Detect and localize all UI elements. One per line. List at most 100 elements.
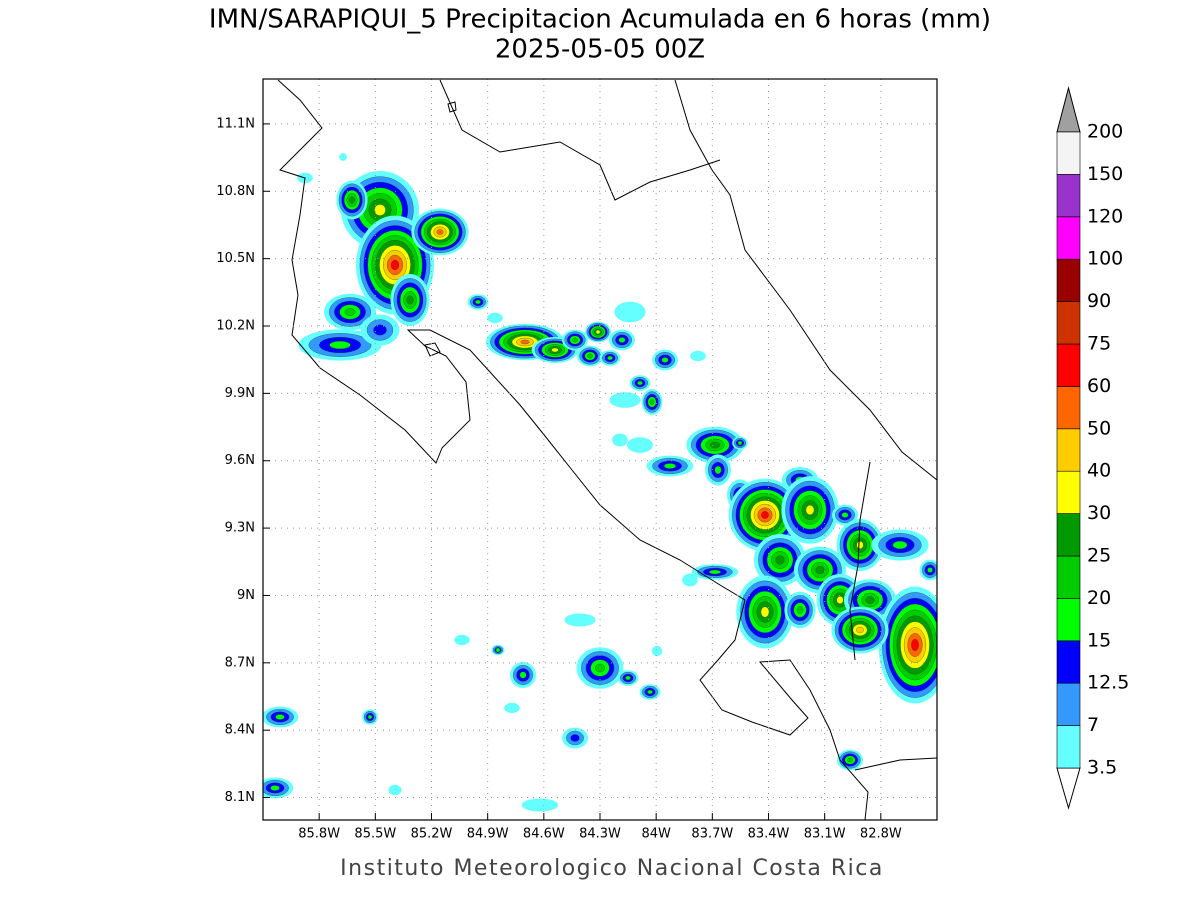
colorbar-label: 3.5 (1087, 757, 1117, 779)
precip-contour (856, 626, 864, 634)
colorbar-band (1056, 301, 1081, 345)
colorbar-band (1056, 386, 1081, 430)
precip-contour (690, 350, 706, 362)
coastline (277, 79, 869, 820)
precip-contour (349, 196, 355, 204)
precip-contour (475, 299, 481, 305)
y-tick-label: 8.1N (225, 790, 255, 805)
precip-contour (625, 675, 631, 681)
precip-contour (618, 337, 626, 343)
y-tick-label: 8.7N (225, 655, 255, 670)
colorbar-band (1056, 682, 1081, 726)
precip-contour (367, 714, 373, 720)
x-tick-label: 82.8W (860, 827, 902, 842)
border (439, 79, 721, 201)
border (849, 461, 871, 661)
precip-contour (927, 567, 933, 573)
colorbar-band (1056, 598, 1081, 642)
x-tick-label: 83.7W (691, 827, 733, 842)
precip-contour (647, 689, 653, 695)
precip-contour (841, 512, 849, 518)
precip-contour (612, 433, 628, 447)
y-tick-label: 10.5N (216, 251, 255, 266)
precip-contour (661, 357, 669, 363)
precip-contour (664, 463, 677, 469)
precip-contour (911, 639, 919, 652)
precip-contour (737, 440, 743, 446)
axes: 85.8W 85.5W 85.2W 84.9W 84.6W 84.3W 84W 83.7W 83… (216, 79, 937, 842)
colorbar-label: 12.5 (1087, 672, 1129, 694)
precip-contour (847, 757, 853, 763)
subtitle: 2025-05-05 00Z (495, 35, 705, 65)
colorbar-label: 75 (1087, 333, 1111, 355)
precip-contour (390, 259, 400, 271)
precip-contour (344, 308, 356, 316)
precip-contour (329, 340, 351, 350)
y-tick-label: 10.8N (216, 184, 255, 199)
precip-field (263, 153, 937, 812)
precip-contour (570, 734, 580, 742)
precip-contour (521, 798, 559, 812)
colorbar-label: 50 (1087, 417, 1111, 439)
precip-contour (710, 441, 720, 449)
precip-contour (595, 329, 601, 335)
colorbar-band (1056, 555, 1081, 599)
precip-contour (865, 596, 875, 604)
precip-contour (760, 606, 770, 618)
precip-contour (519, 671, 527, 679)
y-tick-label: 10.2N (216, 319, 255, 334)
colorbar-label: 40 (1087, 460, 1111, 482)
colorbar: 3.5 7 12.5 15 20 25 30 40 50 60 75 90 100 120 150 200 (1056, 86, 1129, 810)
precip-contour (504, 702, 520, 714)
precip-contour (627, 437, 653, 453)
precip-contour (892, 540, 908, 550)
precip-contour (339, 153, 347, 161)
title: IMN/SARAPIQUI_5 Precipitacion Acumulada … (209, 5, 991, 35)
colorbar-band (1056, 216, 1081, 260)
precip-contour (709, 569, 722, 575)
precip-contour (275, 714, 285, 720)
precip-contour (651, 645, 663, 657)
colorbar-under (1056, 767, 1081, 810)
precip-contour (815, 565, 825, 575)
precip-contour (761, 511, 769, 519)
precip-contour (436, 229, 444, 235)
precip-contour (805, 505, 815, 515)
colorbar-band (1056, 725, 1081, 769)
precip-contour (572, 337, 578, 343)
precip-contour (775, 555, 785, 565)
colorbar-label: 60 (1087, 375, 1111, 397)
x-tick-label: 84.3W (579, 827, 621, 842)
precip-contour (406, 295, 414, 305)
y-tick-label: 9.6N (225, 453, 255, 468)
precip-contour (796, 606, 804, 614)
precip-contour (495, 647, 501, 653)
precip-contour (564, 613, 596, 627)
precip-contour (609, 392, 641, 408)
precip-contour (388, 784, 402, 796)
precip-contour (520, 339, 530, 345)
colorbar-band (1056, 470, 1081, 514)
precip-contour (587, 353, 593, 359)
y-tick-label: 11.1N (216, 116, 255, 131)
colorbar-label: 20 (1087, 587, 1111, 609)
y-tick-label: 9N (237, 588, 255, 603)
y-tick-label: 9.3N (225, 521, 255, 536)
coastline (854, 757, 937, 771)
precip-contour (373, 324, 387, 336)
precip-contour (682, 573, 698, 587)
x-tick-label: 83.4W (748, 827, 790, 842)
coastline (674, 79, 937, 481)
x-tick-label: 85.2W (411, 827, 453, 842)
colorbar-label: 90 (1087, 290, 1111, 312)
precip-contour (487, 312, 503, 324)
precip-contour (714, 465, 722, 475)
colorbar-band (1056, 343, 1081, 387)
colorbar-band (1056, 640, 1081, 684)
x-tick-label: 85.8W (298, 827, 340, 842)
colorbar-label: 7 (1087, 714, 1099, 736)
precip-contour (595, 663, 605, 673)
x-tick-label: 83.1W (804, 827, 846, 842)
x-tick-label: 84.6W (523, 827, 565, 842)
precip-contour (856, 541, 864, 549)
